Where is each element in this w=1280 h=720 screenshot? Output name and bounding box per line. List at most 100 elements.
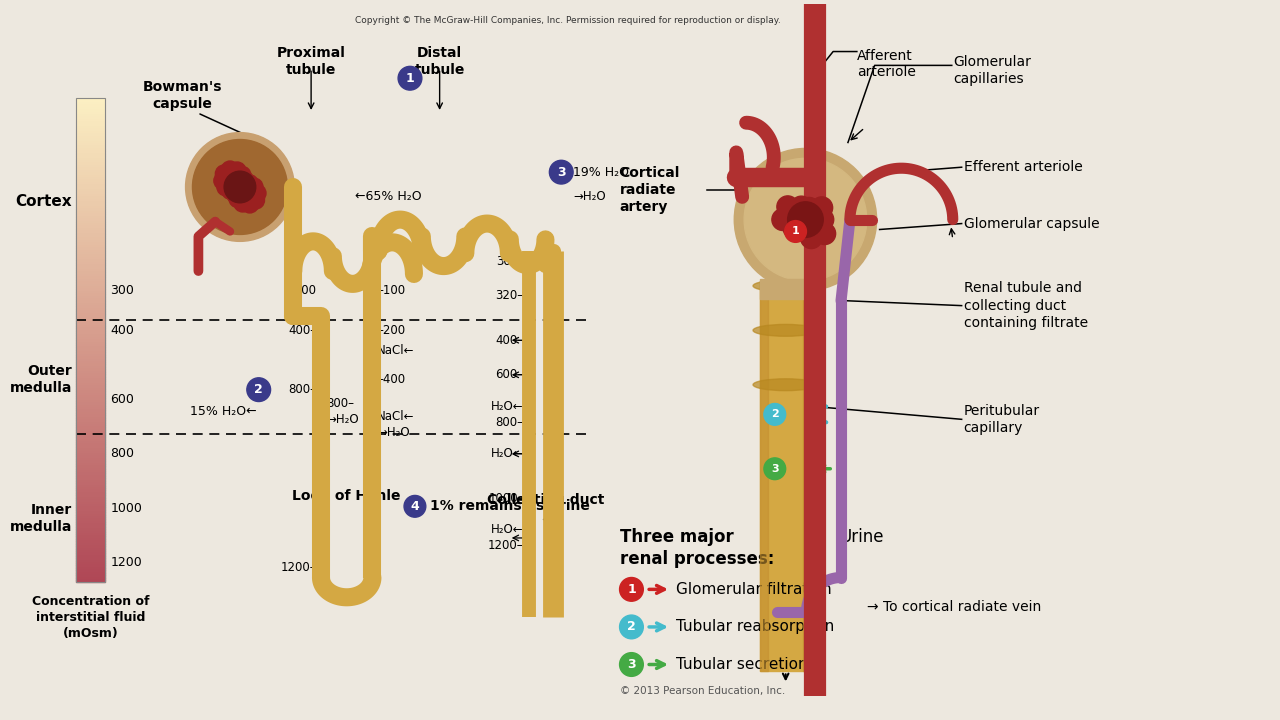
Bar: [760, 281, 768, 672]
Text: 3: 3: [771, 464, 778, 474]
Ellipse shape: [753, 280, 818, 292]
Text: –100: –100: [378, 284, 406, 297]
Bar: [76, 314, 105, 316]
Bar: [76, 382, 105, 384]
Bar: [76, 492, 105, 495]
Text: ←65% H₂O: ←65% H₂O: [355, 190, 421, 203]
Text: NaCl←
→H₂O: NaCl← →H₂O: [378, 410, 415, 438]
Bar: [76, 258, 105, 261]
Bar: [76, 425, 105, 428]
Bar: [76, 192, 105, 195]
Circle shape: [791, 196, 813, 218]
Bar: [76, 435, 105, 437]
Text: 300–: 300–: [495, 255, 524, 268]
Bar: [76, 428, 105, 430]
Bar: [76, 108, 105, 110]
Text: 300: 300: [110, 284, 134, 297]
Bar: [76, 469, 105, 471]
Circle shape: [620, 577, 644, 601]
Text: 600: 600: [110, 393, 134, 406]
Circle shape: [241, 195, 259, 213]
Bar: [76, 263, 105, 265]
Bar: [76, 338, 105, 341]
Circle shape: [620, 652, 644, 676]
Text: Distal
tubule: Distal tubule: [415, 45, 465, 77]
Bar: [76, 432, 105, 435]
Bar: [76, 127, 105, 130]
Bar: [76, 105, 105, 108]
Bar: [76, 466, 105, 469]
Bar: [76, 413, 105, 415]
Text: Efferent arteriole: Efferent arteriole: [964, 161, 1083, 174]
Text: 1: 1: [406, 72, 415, 85]
Bar: [76, 348, 105, 350]
Circle shape: [785, 220, 806, 243]
Bar: [76, 549, 105, 551]
Bar: [76, 517, 105, 519]
Text: Outer
medulla: Outer medulla: [9, 364, 72, 395]
Bar: [76, 309, 105, 311]
Circle shape: [186, 132, 294, 241]
Circle shape: [221, 181, 239, 199]
Circle shape: [764, 403, 786, 426]
Text: Tubular secretion: Tubular secretion: [676, 657, 808, 672]
Bar: [76, 241, 105, 243]
Bar: [76, 98, 105, 582]
Bar: [76, 219, 105, 222]
Bar: [76, 125, 105, 127]
Circle shape: [234, 194, 252, 212]
Text: 2: 2: [255, 383, 264, 396]
Circle shape: [812, 197, 833, 219]
Text: H₂O←
800–: H₂O← 800–: [492, 400, 524, 429]
Text: Urine: Urine: [840, 528, 883, 546]
Text: Cortical
radiate
artery: Cortical radiate artery: [620, 166, 680, 215]
Bar: [76, 418, 105, 420]
Circle shape: [192, 140, 288, 235]
Text: 800–: 800–: [288, 383, 316, 396]
Bar: [76, 207, 105, 210]
Text: Cortex: Cortex: [15, 194, 72, 210]
Bar: [76, 490, 105, 492]
Text: –300: –300: [288, 284, 316, 297]
Bar: [76, 253, 105, 256]
Bar: [76, 415, 105, 418]
Bar: [76, 451, 105, 454]
Bar: [76, 299, 105, 302]
Text: 1: 1: [627, 583, 636, 596]
Bar: [76, 474, 105, 476]
Circle shape: [787, 202, 823, 238]
Bar: [76, 519, 105, 522]
Bar: [76, 572, 105, 575]
Circle shape: [549, 161, 573, 184]
Bar: [76, 512, 105, 515]
Text: Proximal
tubule: Proximal tubule: [276, 45, 346, 77]
Bar: [76, 199, 105, 202]
Bar: [76, 423, 105, 425]
Bar: [76, 146, 105, 149]
Bar: [76, 359, 105, 362]
Bar: [760, 281, 812, 672]
Bar: [76, 195, 105, 197]
Circle shape: [233, 166, 251, 184]
Bar: [76, 372, 105, 374]
Bar: [76, 110, 105, 112]
Text: 320–: 320–: [495, 289, 524, 302]
Circle shape: [246, 178, 262, 196]
Bar: [76, 144, 105, 146]
Bar: [76, 580, 105, 582]
Bar: [76, 139, 105, 142]
Bar: [76, 389, 105, 391]
Bar: [76, 178, 105, 181]
Circle shape: [812, 209, 833, 230]
Bar: [76, 100, 105, 103]
Bar: [76, 117, 105, 120]
Text: 1200: 1200: [110, 556, 142, 570]
Bar: [76, 529, 105, 531]
Bar: [76, 185, 105, 188]
Bar: [76, 238, 105, 241]
Bar: [76, 275, 105, 277]
Bar: [76, 236, 105, 238]
Bar: [76, 367, 105, 369]
Bar: [76, 505, 105, 508]
Bar: [76, 246, 105, 248]
